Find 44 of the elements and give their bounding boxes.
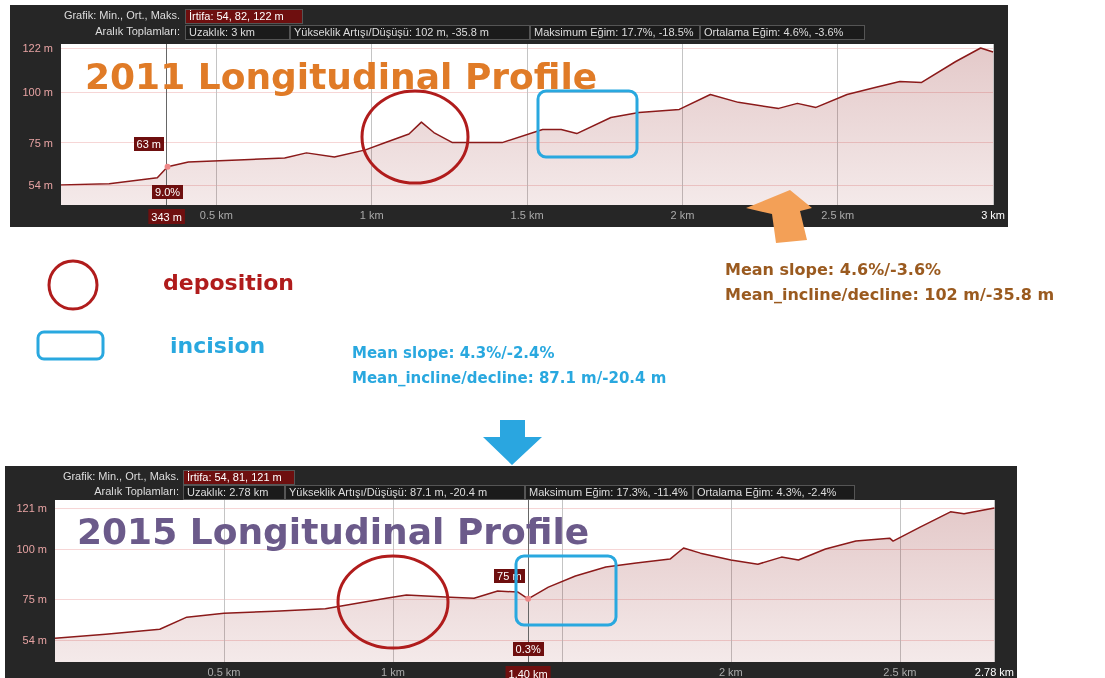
x-tick-label: 2.78 km xyxy=(974,665,1015,678)
text: Aralık Toplamları: xyxy=(94,25,181,38)
text: Mean_incline/decline: 87.1 m/-20.4 m xyxy=(352,369,667,387)
text: Aralık Toplamları: xyxy=(93,485,180,498)
x-tick-label: 1.5 km xyxy=(510,208,544,221)
x-tick-label: 2 km xyxy=(718,665,743,678)
text: Grafik: Min., Ort., Maks. xyxy=(62,9,181,22)
text: Yükseklik Artışı/Düşüşü: 87.1 m, -20.4 m xyxy=(285,485,525,500)
x-tick-label: 2 km xyxy=(670,208,695,221)
x-tick-label: 0.5 km xyxy=(199,208,233,221)
y-tick-label: 100 m xyxy=(16,543,47,556)
x-tick-label: 2.5 km xyxy=(883,665,917,678)
ref-line-label: 1.40 km xyxy=(508,667,548,678)
text: İrtifa: 54, 82, 122 m xyxy=(185,9,303,24)
text: Uzaklık: 2.78 km xyxy=(183,485,285,500)
text: Mean slope: 4.3%/-2.4% xyxy=(352,344,555,362)
y-tick-label: 54 m xyxy=(28,178,53,191)
annotation: 0.3% xyxy=(512,642,544,656)
text: Ortalama Eğim: 4.3%, -2.4% xyxy=(693,485,855,500)
annotation: 63 m xyxy=(133,136,165,151)
text: Yükseklik Artışı/Düşüşü: 102 m, -35.8 m xyxy=(290,25,530,40)
text: Grafik: Min., Ort., Maks. xyxy=(61,470,180,483)
y-tick-label: 100 m xyxy=(22,86,53,99)
x-tick-label: 2.5 km xyxy=(821,208,855,221)
text: Maksimum Eğim: 17.7%, -18.5% xyxy=(530,25,700,40)
text: Ortalama Eğim: 4.6%, -3.6% xyxy=(700,25,865,40)
text: İrtifa: 54, 81, 121 m xyxy=(183,470,295,485)
annotation: 9.0% xyxy=(152,185,184,199)
y-tick-label: 75 m xyxy=(28,136,53,149)
text: Mean slope: 4.6%/-3.6% xyxy=(725,260,942,279)
text: incision xyxy=(170,333,266,358)
ref-line-label: 343 m xyxy=(151,210,182,223)
text: deposition xyxy=(163,270,295,295)
y-tick-label: 75 m xyxy=(22,592,47,605)
y-tick-label: 54 m xyxy=(22,634,47,647)
x-tick-label: 3 km xyxy=(981,208,1005,221)
x-tick-label: 1 km xyxy=(381,665,405,678)
y-tick-label: 122 m xyxy=(22,42,53,55)
x-tick-label: 1 km xyxy=(359,208,384,221)
x-tick-label: 0.5 km xyxy=(207,665,241,678)
y-tick-label: 121 m xyxy=(16,501,47,514)
text: Uzaklık: 3 km xyxy=(185,25,290,40)
text: Maksimum Eğim: 17.3%, -11.4% xyxy=(525,485,693,500)
text: Mean_incline/decline: 102 m/-35.8 m xyxy=(725,285,1055,304)
